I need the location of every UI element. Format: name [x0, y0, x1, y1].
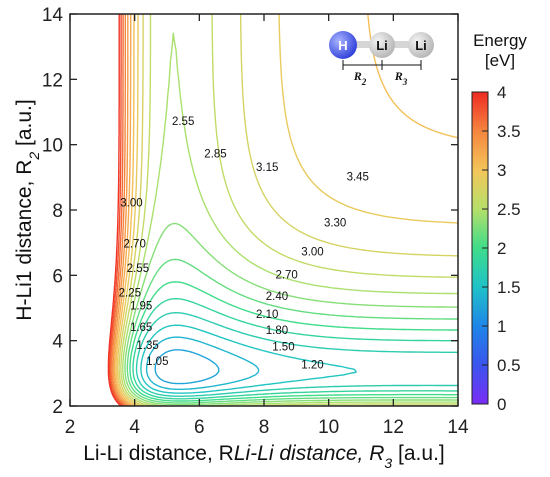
contour-line — [124, 222, 458, 406]
y-axis-title: H-Li1 distance, R2 [a.u.] — [13, 99, 42, 320]
contour-labels: 1.05 1.35 1.65 1.952.25 2.55 2.70 3.00 2.55 2.85… — [119, 116, 369, 371]
contour-label: 1.65 — [130, 322, 152, 334]
colorbar-title-line1: Energy — [473, 31, 527, 50]
contour-line — [109, 14, 126, 406]
contour-label: 3.15 — [256, 162, 278, 174]
contour-label: 3.30 — [324, 217, 346, 229]
contour-line — [120, 14, 458, 406]
y-tick-label: 12 — [42, 70, 63, 91]
lithium-label-1: Li — [376, 38, 388, 53]
contour-label: 3.00 — [301, 247, 323, 259]
r3-dimension-label: R3 — [394, 69, 408, 87]
colorbar-tick-label: 4 — [497, 83, 506, 102]
x-tick-label: 14 — [447, 417, 469, 438]
colorbar-tick-label: 2 — [497, 239, 506, 258]
contour-label: 2.55 — [172, 116, 194, 128]
contour-line — [111, 14, 128, 406]
x-tick-label: 10 — [318, 417, 339, 438]
contour-line — [122, 32, 458, 406]
r2-dimension-label: R2 — [353, 69, 367, 87]
li-li-bond — [392, 41, 416, 48]
contour-label: 3.00 — [120, 198, 142, 210]
h-li-bond — [352, 41, 380, 48]
y-tick-label: 2 — [52, 397, 63, 418]
y-tick-label: 6 — [52, 266, 63, 287]
contour-label: 1.80 — [266, 325, 288, 337]
colorbar-title-line2: [eV] — [485, 51, 515, 70]
y-tick-label: 14 — [42, 5, 64, 26]
contour-line — [108, 14, 124, 406]
y-tick-label: 10 — [42, 136, 63, 157]
colorbar-tick-label: 3.5 — [497, 122, 521, 141]
contour-line — [107, 14, 122, 406]
x-axis-ticks: 2 4 6 8 10 12 14 — [65, 14, 469, 438]
x-tick-label: 12 — [383, 417, 404, 438]
hydrogen-label: H — [338, 38, 347, 53]
contour-line — [154, 349, 220, 385]
colorbar-tick-label: 3 — [497, 161, 506, 180]
contour-line — [115, 14, 458, 406]
molecule-inset: H Li Li R2 R3 — [329, 31, 434, 87]
x-tick-label: 2 — [65, 417, 76, 438]
contour-line — [116, 14, 458, 406]
contour-line — [113, 14, 134, 406]
contour-label: 2.25 — [119, 288, 141, 300]
contour-label: 2.85 — [204, 149, 226, 161]
contour-label: 2.10 — [256, 309, 278, 321]
y-tick-label: 8 — [52, 201, 63, 222]
contour-label: 2.55 — [127, 263, 149, 275]
contour-label: 2.70 — [275, 270, 297, 282]
hydrogen-atom — [329, 31, 357, 59]
colorbar-ticks: 0 0.5 1 1.5 2 2.5 3 3.5 4 — [482, 83, 521, 414]
lithium-atom-1 — [369, 32, 395, 58]
contour-label: 1.20 — [301, 359, 323, 371]
contour-line — [135, 312, 458, 397]
colorbar-tick-label: 0.5 — [497, 356, 521, 375]
y-tick-label: 4 — [52, 332, 63, 353]
contour-line — [112, 14, 131, 406]
x-tick-label: 4 — [129, 417, 140, 438]
y-axis-ticks: 2 4 6 8 10 12 14 — [42, 5, 458, 418]
colorbar-tick-label: 1.5 — [497, 278, 521, 297]
contour-line — [129, 281, 458, 402]
contour-line — [140, 324, 357, 394]
x-axis-title: Li-Li distance, RLi-Li distance, R3 [a.u… — [83, 442, 444, 471]
x-tick-label: 6 — [194, 417, 205, 438]
x-tick-label: 8 — [259, 417, 270, 438]
contour-label: 1.35 — [136, 340, 158, 352]
lithium-atom-2 — [408, 32, 434, 58]
contour-label: 1.95 — [130, 301, 152, 313]
lithium-label-2: Li — [415, 38, 427, 53]
contour-label: 2.70 — [123, 239, 145, 251]
contour-label: 3.45 — [347, 172, 369, 184]
colorbar-tick-label: 0 — [497, 395, 506, 414]
colorbar-tick-label: 2.5 — [497, 200, 521, 219]
contour-line — [126, 258, 458, 404]
contour-line — [132, 298, 458, 400]
contour-line — [145, 336, 260, 390]
contour-label: 2.40 — [266, 291, 288, 303]
colorbar-tick-label: 1 — [497, 317, 506, 336]
contour-label: 1.05 — [146, 356, 168, 368]
contour-label: 1.50 — [272, 341, 294, 353]
